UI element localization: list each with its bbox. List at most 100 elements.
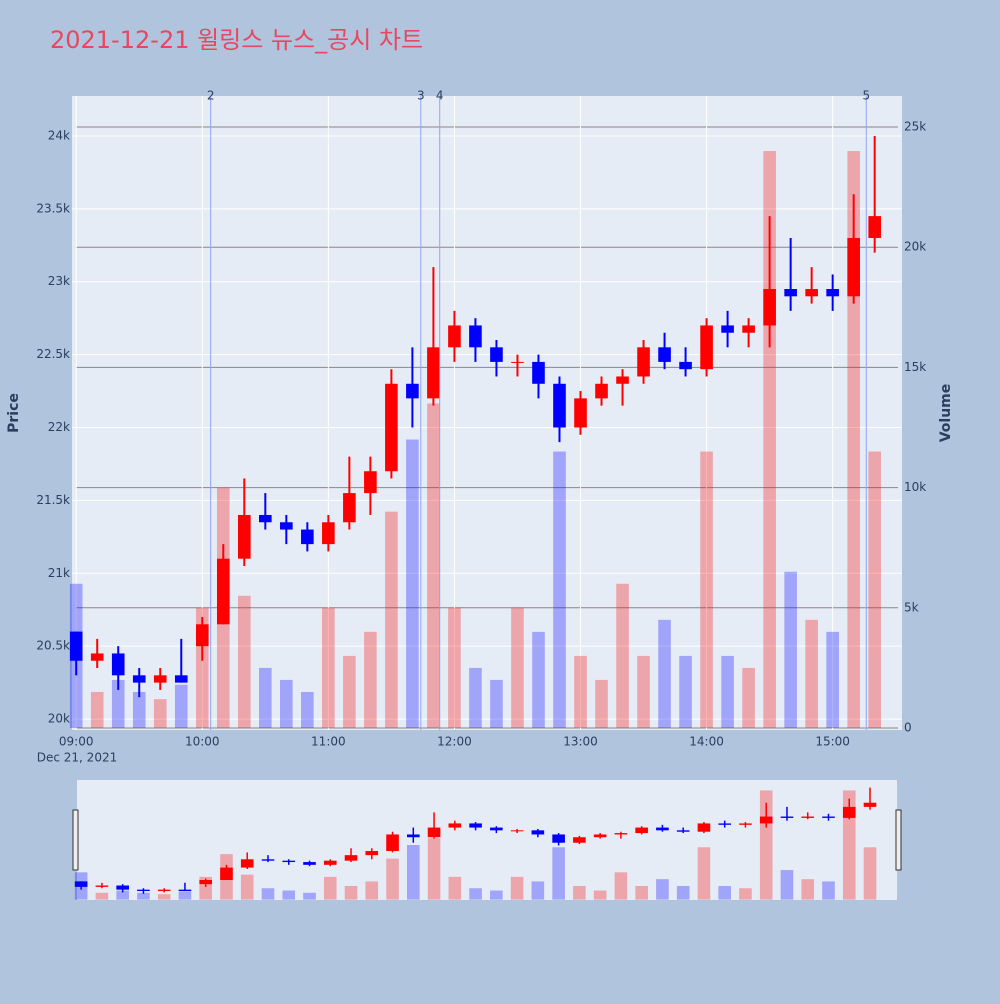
y-axis-title: Price xyxy=(6,393,22,433)
mini-candle-body xyxy=(469,823,482,828)
volume-bar xyxy=(805,619,818,729)
candle-body xyxy=(511,361,524,363)
y2-tick-label: 0 xyxy=(904,721,912,735)
mini-candle-body xyxy=(261,859,275,861)
mini-candle-body xyxy=(448,823,462,828)
volume-bar xyxy=(700,451,713,729)
volume-bar xyxy=(553,451,566,729)
volume-bar xyxy=(490,679,503,729)
mini-volume-bar xyxy=(261,888,275,900)
mini-candle-body xyxy=(593,834,607,838)
candle-body xyxy=(553,383,566,428)
volume-bar xyxy=(658,619,671,729)
volume-bar xyxy=(616,583,629,729)
y2-tick-label: 10k xyxy=(904,480,926,494)
y2-axis-title: Volume xyxy=(938,384,954,443)
mini-candle-body xyxy=(220,867,233,880)
candle-body xyxy=(90,653,104,661)
mini-candle-body xyxy=(303,862,316,865)
mini-volume-bar xyxy=(697,847,711,900)
mini-candle-body xyxy=(656,827,669,831)
volume-bar xyxy=(532,631,545,729)
mini-volume-bar xyxy=(656,879,669,900)
mini-candle-body xyxy=(739,823,752,825)
mini-volume-bar xyxy=(593,890,607,900)
news-label: 2 xyxy=(207,89,215,103)
mini-candle-body xyxy=(199,879,213,885)
x-tick-label: 11:00 xyxy=(311,735,346,749)
mini-volume-bar xyxy=(469,888,482,900)
y-tick-label: 22k xyxy=(48,420,70,434)
mini-volume-bar xyxy=(822,881,835,900)
y-tick-label: 22.5k xyxy=(36,347,70,361)
candle-body xyxy=(469,325,482,348)
mini-volume-bar xyxy=(344,885,358,900)
candle-body xyxy=(805,289,818,297)
mini-volume-bar xyxy=(282,890,296,900)
mini-candle-body xyxy=(282,860,296,863)
mini-volume-bar xyxy=(178,891,192,900)
mini-candle-body xyxy=(822,816,835,818)
volume-bar xyxy=(132,691,146,729)
y-tick-label: 20.5k xyxy=(36,639,70,653)
mini-candle-body xyxy=(386,834,399,852)
candle-body xyxy=(427,347,440,399)
range-handle-left[interactable] xyxy=(72,809,79,871)
mini-candle-body xyxy=(510,830,524,832)
candle-body xyxy=(616,376,629,384)
y-tick-label: 23k xyxy=(48,274,70,288)
volume-bar xyxy=(111,679,125,729)
mini-volume-bar xyxy=(635,885,648,900)
x-tick-label: 13:00 xyxy=(563,735,598,749)
mini-candle-body xyxy=(614,833,628,835)
y-tick-label: 21.5k xyxy=(36,493,70,507)
volume-bar xyxy=(637,655,650,729)
candle-body xyxy=(216,558,230,625)
mini-volume-bar xyxy=(573,885,586,900)
candle-body xyxy=(490,347,503,362)
mini-candle-body xyxy=(573,837,586,843)
volume-bar xyxy=(511,607,524,729)
mini-volume-bar xyxy=(863,847,877,900)
candle-body xyxy=(784,289,797,297)
mini-candle-body xyxy=(842,806,856,818)
candle-body xyxy=(385,383,398,472)
y2-tick-label: 25k xyxy=(904,120,926,134)
y2-tick-label: 15k xyxy=(904,360,926,374)
mini-volume-bar xyxy=(801,879,815,900)
volume-bar xyxy=(174,684,188,729)
candle-body xyxy=(763,289,776,326)
y2-tick-label: 5k xyxy=(904,600,919,614)
mini-volume-bar xyxy=(490,890,503,900)
y-tick-label: 21k xyxy=(48,566,70,580)
volume-bar xyxy=(90,691,104,729)
range-handle-right[interactable] xyxy=(895,809,902,871)
mini-candle-body xyxy=(74,881,88,887)
candle-body xyxy=(111,653,125,676)
mini-volume-bar xyxy=(157,894,171,900)
candle-body xyxy=(238,514,251,559)
volume-bar xyxy=(280,679,293,729)
candle-body xyxy=(679,361,692,370)
candle-body xyxy=(847,237,860,297)
candle-body xyxy=(132,675,146,683)
mini-volume-bar xyxy=(407,845,420,900)
mini-candle-body xyxy=(116,885,129,890)
volume-bar xyxy=(153,699,167,729)
mini-candle-body xyxy=(635,827,648,834)
mini-candle-body xyxy=(759,816,773,824)
candle-body xyxy=(364,471,377,494)
candle-body xyxy=(574,398,587,428)
candle-body xyxy=(195,624,209,647)
mini-candle-body xyxy=(676,830,690,832)
range-slider[interactable] xyxy=(77,780,897,900)
mini-volume-bar xyxy=(365,881,379,900)
candle-body xyxy=(343,493,356,523)
x-tick-label: 15:00 xyxy=(815,735,850,749)
candle-body xyxy=(153,675,167,683)
y2-tick-label: 20k xyxy=(904,240,926,254)
volume-bar xyxy=(784,571,797,729)
candle-body xyxy=(280,522,293,530)
mini-volume-bar xyxy=(323,876,337,900)
